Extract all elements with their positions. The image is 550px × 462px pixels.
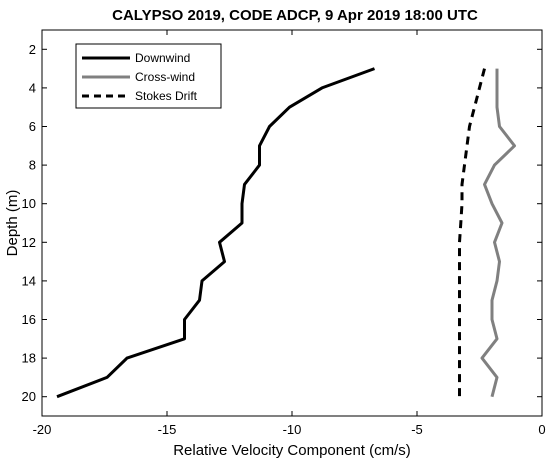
y-tick-label-0: 2	[29, 42, 36, 57]
x-tick-label-4: 0	[538, 422, 545, 437]
x-tick-label-0: -20	[33, 422, 52, 437]
legend: Downwind Cross-wind Stokes Drift	[75, 43, 222, 109]
y-tick-label-1: 4	[29, 80, 36, 95]
series-line-downwind	[56, 67, 376, 399]
x-axis-label: Relative Velocity Component (cm/s)	[173, 442, 411, 459]
legend-label-cross-wind: Cross-wind	[135, 70, 195, 84]
y-tick-label-2: 6	[29, 119, 36, 134]
y-axis-label: Depth (m)	[4, 190, 21, 257]
series-layer	[56, 67, 516, 399]
chart-title: CALYPSO 2019, CODE ADCP, 9 Apr 2019 18:0…	[112, 7, 478, 24]
x-tick-label-1: -15	[158, 422, 177, 437]
legend-label-stokes-drift: Stokes Drift	[135, 89, 198, 103]
y-tick-label-4: 10	[22, 196, 36, 211]
y-tick-label-3: 8	[29, 158, 36, 173]
y-tick-label-7: 16	[22, 312, 36, 327]
y-tick-label-9: 20	[22, 389, 36, 404]
x-tick-label-3: -5	[411, 422, 423, 437]
x-tick-label-2: -10	[283, 422, 302, 437]
series-line-cross-wind	[480, 68, 516, 398]
legend-label-downwind: Downwind	[135, 51, 190, 65]
y-tick-label-6: 14	[22, 273, 36, 288]
y-tick-label-5: 12	[22, 235, 36, 250]
series-line-stokes-drift	[458, 68, 486, 397]
y-axis: 2 4 6 8 10 12 14 16 18 20	[22, 42, 542, 404]
y-tick-label-8: 18	[22, 351, 36, 366]
x-axis: -20 -15 -10 -5 0	[33, 30, 546, 437]
